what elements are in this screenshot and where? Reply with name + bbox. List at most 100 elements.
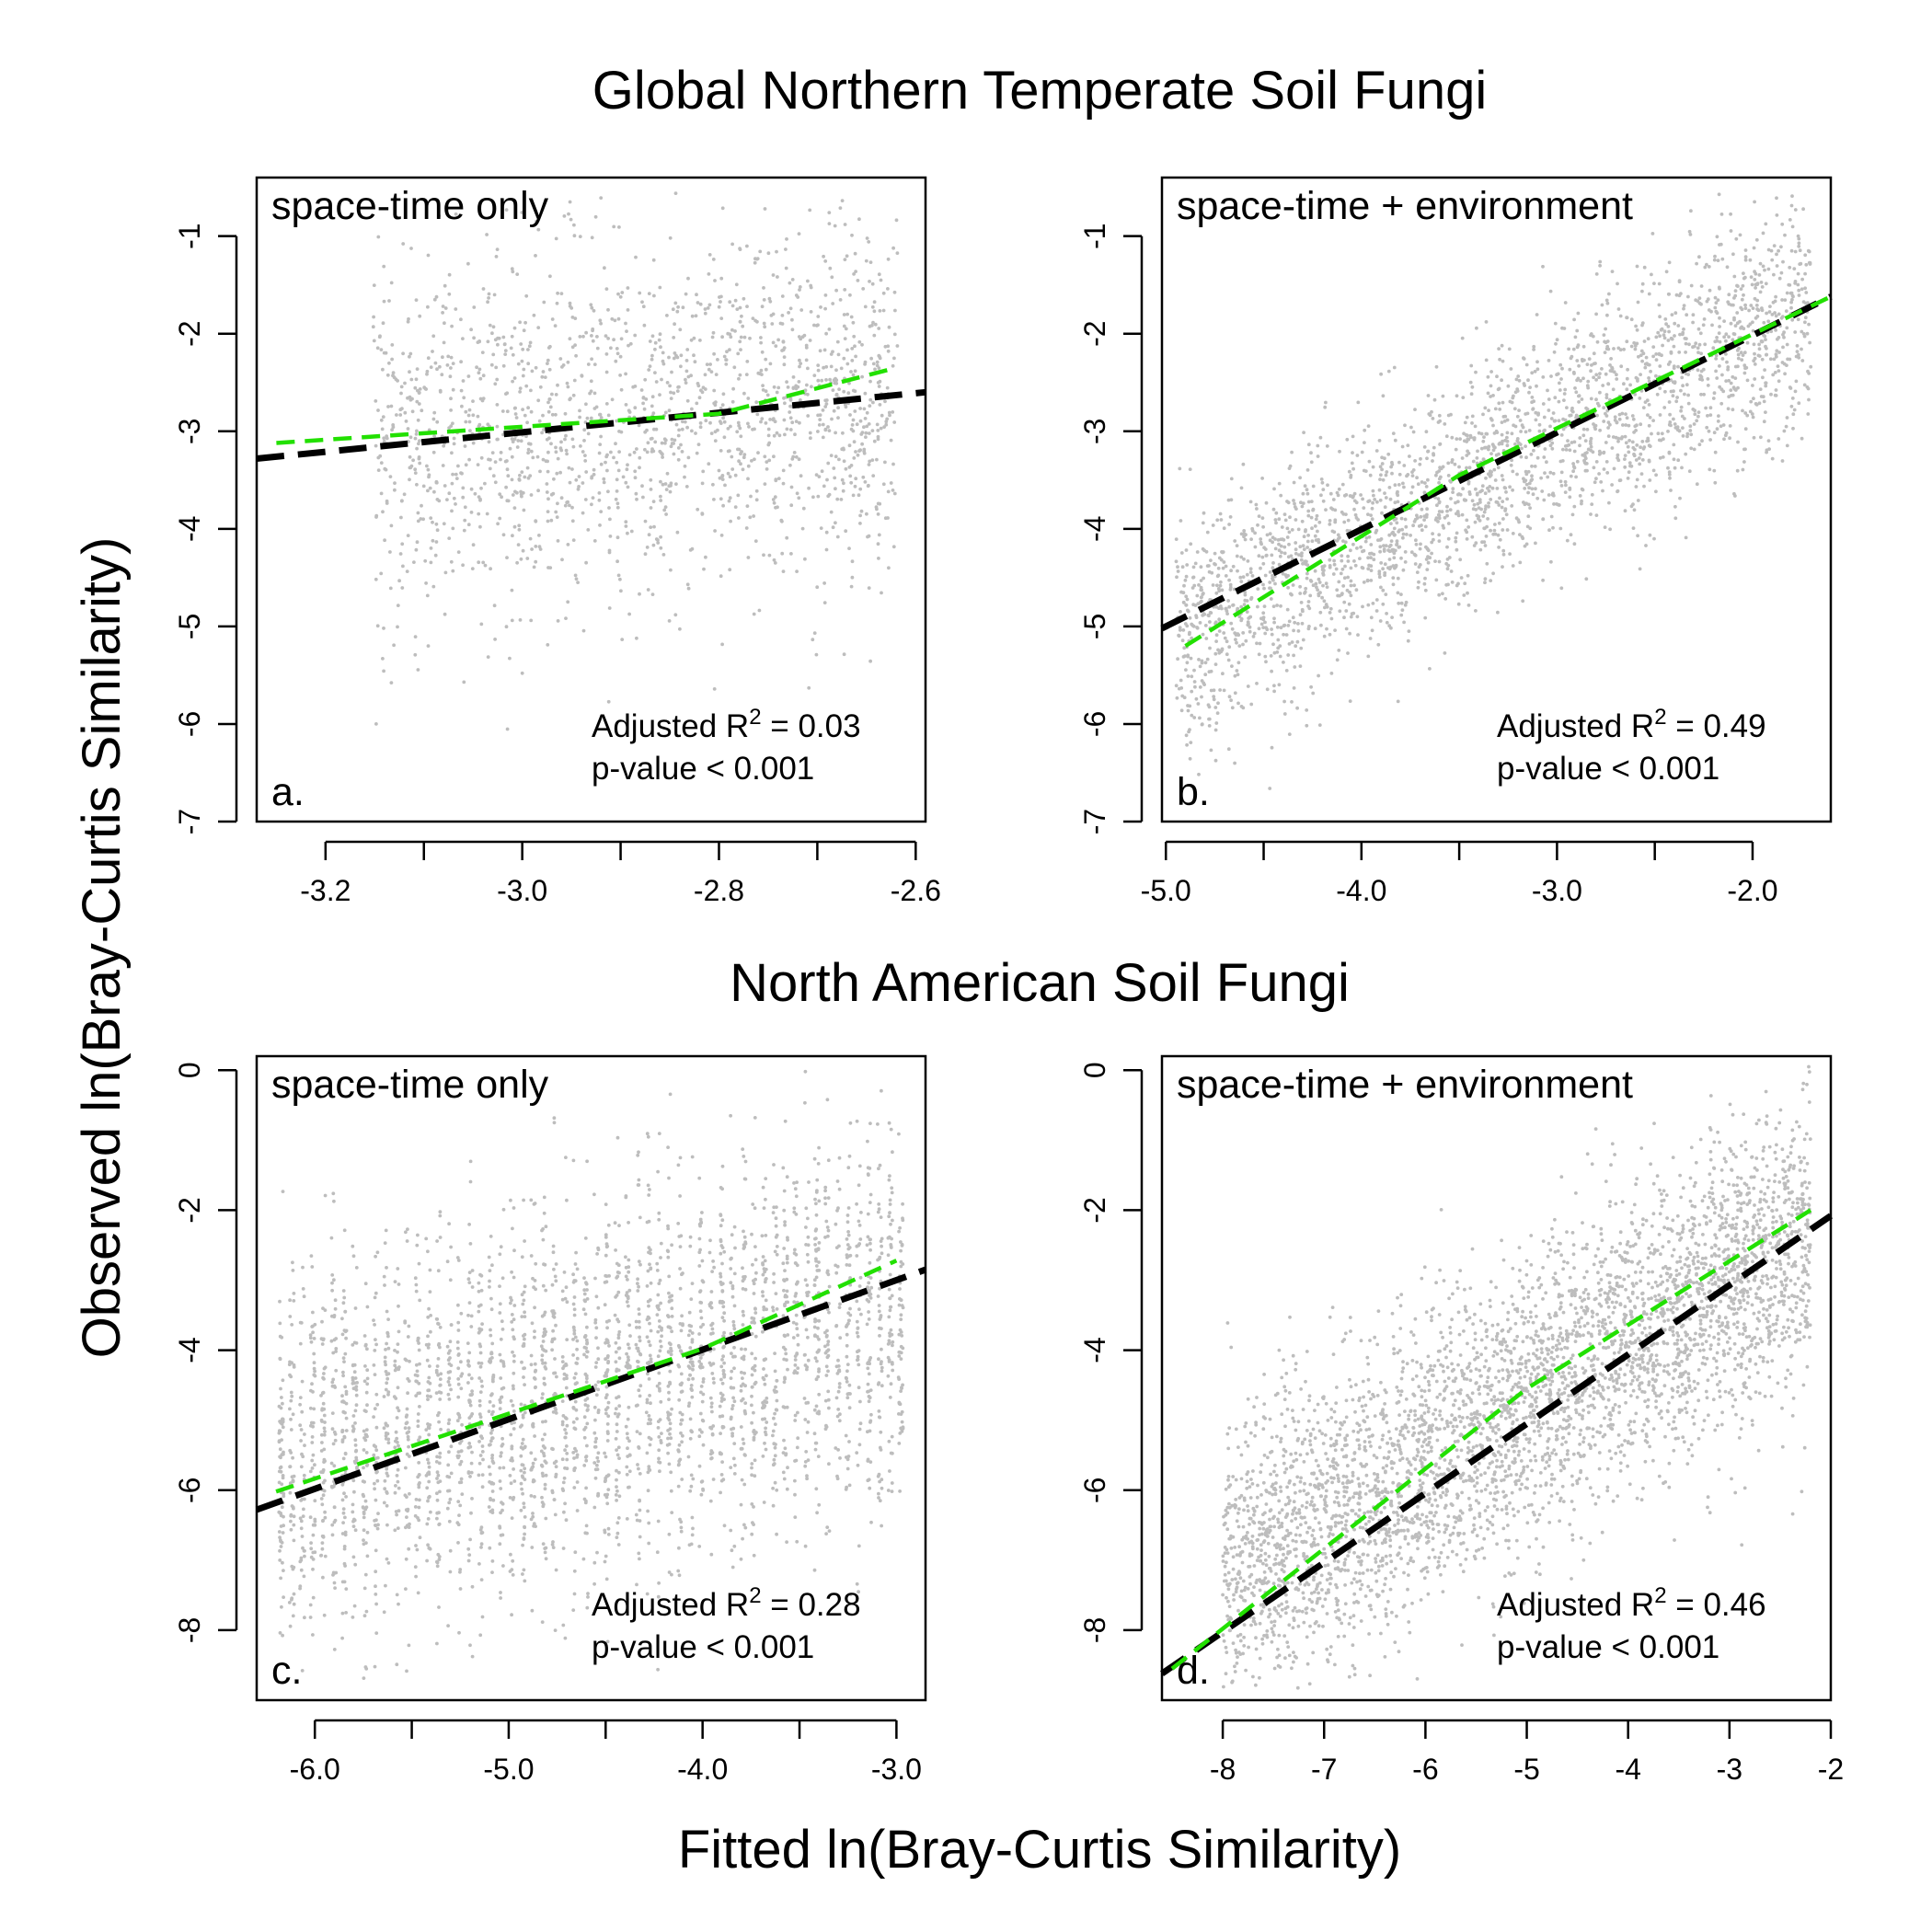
scatter-point — [448, 374, 453, 379]
scatter-point — [1541, 578, 1545, 582]
scatter-point — [824, 378, 828, 382]
scatter-point — [683, 464, 687, 468]
scatter-point — [735, 430, 740, 434]
scatter-point — [1684, 535, 1688, 540]
scatter-point — [282, 1569, 285, 1572]
scatter-point — [599, 416, 604, 420]
scatter-point — [1742, 327, 1746, 331]
scatter-point — [1473, 520, 1478, 524]
scatter-point — [780, 294, 785, 298]
scatter-point — [1579, 379, 1582, 383]
scatter-point — [1749, 399, 1754, 404]
scatter-point — [819, 526, 823, 530]
scatter-point — [1583, 452, 1587, 455]
scatter-point — [436, 1357, 441, 1361]
scatter-point — [1497, 503, 1501, 507]
scatter-point — [1719, 213, 1724, 216]
scatter-point — [735, 307, 740, 311]
scatter-point — [505, 459, 509, 463]
scatter-point — [1393, 438, 1397, 443]
scatter-point — [767, 441, 772, 445]
scatter-point — [524, 293, 529, 298]
scatter-point — [1636, 534, 1639, 538]
scatter-point — [1462, 431, 1466, 436]
scatter-point — [688, 1235, 693, 1239]
scatter-point — [499, 457, 502, 462]
scatter-point — [1470, 385, 1475, 389]
scatter-point — [677, 1546, 681, 1550]
scatter-point — [415, 446, 419, 451]
scatter-point — [1355, 615, 1360, 619]
scatter-point — [1715, 427, 1719, 431]
scatter-point — [1495, 374, 1499, 379]
scatter-point — [477, 367, 482, 372]
scatter-point — [1586, 447, 1591, 452]
scatter-point — [1741, 283, 1745, 288]
scatter-point — [753, 1458, 757, 1463]
scatter-point — [1178, 626, 1182, 630]
scatter-point — [808, 431, 812, 435]
scatter-point — [705, 362, 709, 366]
scatter-point — [570, 467, 574, 471]
scatter-point — [584, 1355, 589, 1359]
scatter-point — [807, 486, 811, 490]
scatter-point — [615, 501, 620, 506]
scatter-point — [556, 291, 559, 295]
scatter-point — [562, 1372, 567, 1376]
scatter-point — [842, 356, 846, 361]
scatter-point — [632, 450, 637, 454]
scatter-point — [1743, 447, 1747, 452]
scatter-point — [1475, 491, 1479, 496]
scatter-point — [772, 558, 776, 562]
scatter-point — [1541, 264, 1545, 269]
scatter-point — [840, 199, 845, 203]
scatter-point — [729, 1528, 733, 1533]
scatter-point — [1454, 535, 1458, 540]
scatter-point — [607, 1344, 611, 1348]
scatter-point — [488, 466, 492, 471]
scatter-point — [1616, 453, 1620, 457]
scatter-point — [815, 585, 820, 590]
scatter-point — [413, 385, 418, 390]
scatter-point — [1264, 626, 1268, 630]
scatter-point — [1289, 554, 1294, 558]
scatter-point — [1367, 563, 1371, 568]
scatter-point — [738, 247, 742, 250]
scatter-point — [1474, 609, 1478, 613]
scatter-point — [1666, 430, 1670, 433]
scatter-point — [760, 373, 764, 376]
scatter-point — [1328, 523, 1332, 526]
scatter-point — [766, 251, 771, 256]
scatter-point — [506, 499, 511, 503]
scatter-point — [1300, 607, 1305, 612]
scatter-point — [1472, 502, 1477, 507]
scatter-point — [498, 1352, 502, 1357]
scatter-point — [1713, 254, 1717, 259]
scatter-point — [1298, 592, 1303, 595]
scatter-point — [1346, 559, 1351, 563]
scatter-point — [417, 1505, 421, 1510]
scatter-point — [1496, 466, 1501, 470]
scatter-point — [1333, 508, 1338, 512]
scatter-point — [1453, 462, 1457, 466]
scatter-point — [1391, 582, 1396, 587]
scatter-point — [762, 286, 765, 290]
scatter-point — [1332, 562, 1337, 567]
scatter-point — [1219, 580, 1223, 584]
scatter-point — [1546, 388, 1549, 393]
scatter-point — [1581, 427, 1586, 431]
scatter-point — [1478, 547, 1483, 552]
scatter-point — [684, 377, 687, 382]
scatter-point — [1278, 654, 1282, 659]
scatter-point — [843, 288, 847, 292]
scatter-point — [1273, 581, 1277, 586]
scatter-point — [1321, 488, 1326, 491]
scatter-point — [1242, 557, 1246, 561]
scatter-point — [654, 380, 659, 384]
scatter-point — [415, 540, 420, 545]
scatter-point — [1369, 569, 1374, 572]
scatter-point — [619, 337, 624, 341]
scatter-point — [1509, 463, 1513, 467]
scatter-point — [1515, 439, 1520, 443]
scatter-point — [811, 495, 815, 500]
